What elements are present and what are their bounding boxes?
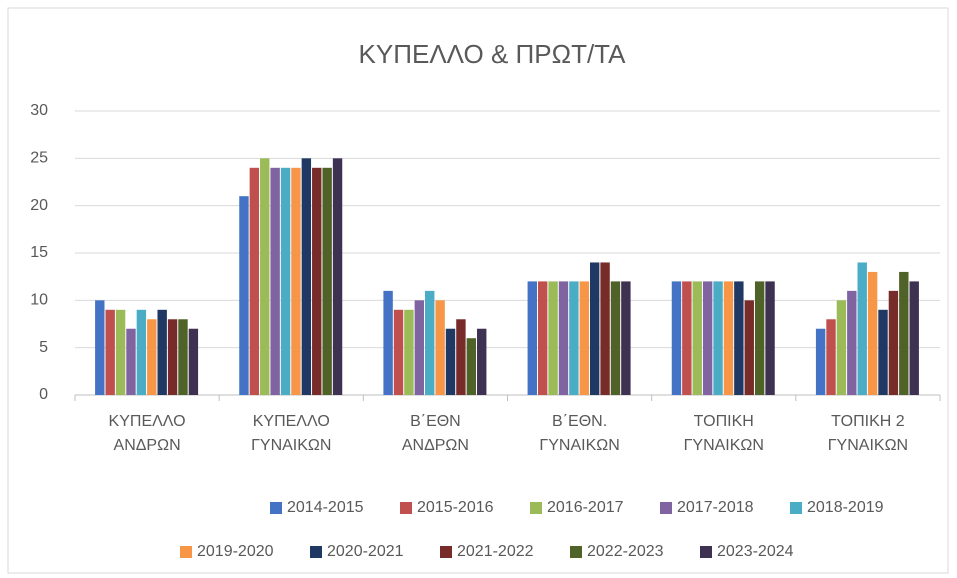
legend-swatch [440, 546, 452, 558]
bar [867, 271, 878, 395]
bar [414, 300, 425, 395]
bar [260, 158, 270, 395]
bar [527, 281, 537, 395]
bar [682, 281, 692, 395]
bar [383, 290, 393, 395]
legend-label: 2022-2023 [587, 543, 664, 560]
bar [239, 196, 249, 395]
bar [621, 281, 631, 395]
bar [899, 271, 909, 395]
bar [765, 281, 775, 395]
x-tick-label: Β΄ΕΘΝ. ΓΥΝΑΙΚΩΝ [539, 413, 620, 454]
x-tick-label: Β΄ΕΘΝ ΑΝΔΡΩΝ [401, 413, 469, 454]
bar [312, 167, 322, 395]
bar [301, 158, 312, 395]
y-tick-label: 5 [39, 339, 48, 356]
chart-frame [7, 7, 949, 574]
bar [692, 281, 702, 395]
legend-label: 2014-2015 [287, 499, 364, 516]
bar [600, 262, 610, 395]
legend-swatch [570, 546, 582, 558]
x-tick-label: ΚΥΠΕΛΛΟ ΓΥΝΑΙΚΩΝ [251, 413, 332, 454]
bar [105, 309, 115, 395]
bar [322, 167, 332, 395]
y-tick-label: 30 [30, 102, 48, 119]
bar [558, 281, 569, 395]
bar [445, 328, 456, 395]
bar [270, 167, 280, 395]
legend-swatch [700, 546, 712, 558]
bar [178, 319, 188, 395]
legend-label: 2019-2020 [197, 543, 274, 560]
bar [425, 290, 435, 395]
bar [579, 281, 589, 395]
y-tick-label: 10 [30, 292, 48, 309]
y-tick-label: 0 [39, 386, 48, 403]
legend-label: 2018-2019 [807, 499, 884, 516]
bar [291, 167, 301, 395]
bar [847, 290, 857, 395]
legend-swatch [180, 546, 192, 558]
bar [404, 309, 414, 395]
bar [671, 281, 682, 395]
legend-swatch [400, 502, 412, 514]
bar [393, 309, 404, 395]
bar [702, 281, 713, 395]
bar [610, 281, 621, 395]
bar [857, 262, 867, 395]
bar [136, 309, 147, 395]
bar [734, 281, 744, 395]
bar [126, 328, 136, 395]
legend-swatch [310, 546, 322, 558]
bar [466, 338, 477, 395]
bar [754, 281, 765, 395]
y-tick-label: 15 [30, 244, 48, 261]
bar [815, 328, 826, 395]
bar [332, 158, 343, 395]
x-tick-label: ΚΥΠΕΛΛΟ ΑΝΔΡΩΝ [108, 413, 186, 454]
legend-swatch [530, 502, 542, 514]
legend-label: 2016-2017 [547, 499, 624, 516]
bar [167, 319, 178, 395]
legend-label: 2023-2024 [717, 543, 794, 560]
bar [723, 281, 734, 395]
x-tick-label: ΤΟΠΙΚΗ ΓΥΝΑΙΚΩΝ [683, 413, 764, 454]
bar [537, 281, 548, 395]
bar [826, 319, 836, 395]
legend-label: 2020-2021 [327, 543, 404, 560]
legend-swatch [790, 502, 802, 514]
bar [888, 290, 899, 395]
legend-swatch [660, 502, 672, 514]
bar [249, 167, 260, 395]
legend-label: 2021-2022 [457, 543, 534, 560]
bar [589, 262, 600, 395]
bar [95, 300, 105, 395]
bar [115, 309, 126, 395]
bar [477, 328, 487, 395]
bar [188, 328, 199, 395]
bar [909, 281, 919, 395]
bar [147, 319, 157, 395]
bar [878, 309, 888, 395]
y-tick-label: 20 [30, 197, 48, 214]
chart-title: ΚΥΠΕΛΛΟ & ΠΡΩΤ/ΤΑ [359, 39, 627, 69]
y-tick-label: 25 [30, 150, 48, 167]
bar [456, 319, 466, 395]
bar [280, 167, 291, 395]
legend-swatch [270, 502, 282, 514]
bar [713, 281, 723, 395]
bar [548, 281, 558, 395]
bar [744, 300, 754, 395]
bar [836, 300, 847, 395]
bar [435, 300, 445, 395]
bar [157, 309, 167, 395]
legend-label: 2017-2018 [677, 499, 754, 516]
bar [569, 281, 579, 395]
legend-label: 2015-2016 [417, 499, 494, 516]
x-tick-label: ΤΟΠΙΚΗ 2 ΓΥΝΑΙΚΩΝ [827, 413, 909, 454]
